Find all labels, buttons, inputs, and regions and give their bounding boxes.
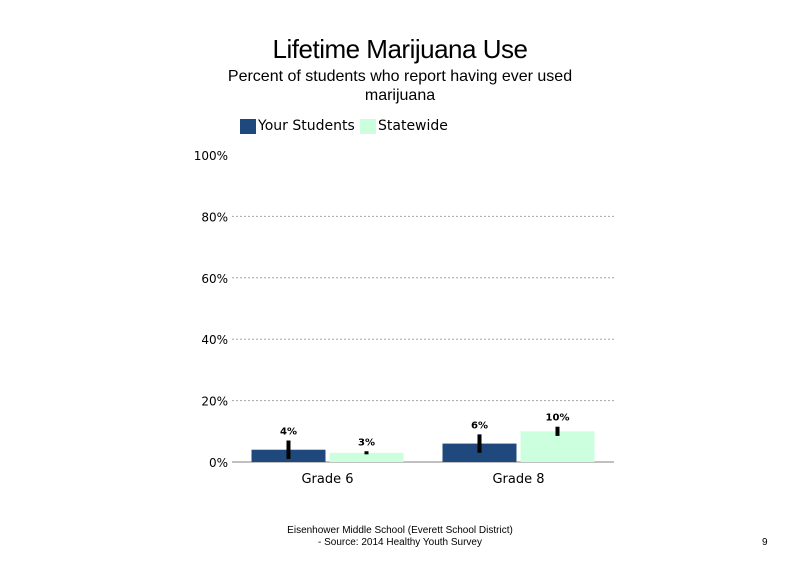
bar-chart: 0% 20% 40% 60% 80% 100% 4% 3% Grade 6 6% 10% Grade …	[194, 149, 614, 487]
y-tick-label: 20%	[201, 395, 228, 409]
y-tick-label: 40%	[201, 333, 228, 347]
chart-title: Lifetime Marijuana Use	[272, 34, 528, 64]
error-bar	[286, 440, 291, 459]
error-bar	[364, 451, 369, 455]
y-tick-label: 80%	[201, 210, 228, 224]
error-bar	[555, 426, 560, 436]
data-label: 4%	[280, 427, 297, 438]
data-label: 3%	[358, 437, 375, 448]
data-label: 10%	[546, 413, 570, 424]
footer-school: Eisenhower Middle School (Everett School…	[287, 525, 513, 536]
error-bar	[477, 434, 482, 453]
footer: Eisenhower Middle School (Everett School…	[200, 525, 600, 549]
x-tick-label: Grade 8	[492, 472, 544, 487]
x-tick-label: Grade 6	[301, 472, 353, 487]
legend-swatch-statewide	[360, 119, 376, 134]
footer-source: - Source: 2014 Healthy Youth Survey	[318, 537, 482, 548]
legend-label-your-students: Your Students	[258, 118, 355, 134]
y-tick-label: 60%	[201, 272, 228, 286]
page-number: 9	[762, 537, 768, 548]
bar	[329, 452, 404, 462]
legend-swatch-your-students	[240, 119, 256, 134]
data-label: 6%	[471, 420, 488, 431]
legend-label-statewide: Statewide	[378, 118, 448, 134]
bar	[520, 431, 595, 462]
y-tick-label: 100%	[194, 149, 228, 163]
chart-subtitle: Percent of students who report having ev…	[227, 68, 573, 104]
y-tick-label: 0%	[209, 456, 228, 470]
